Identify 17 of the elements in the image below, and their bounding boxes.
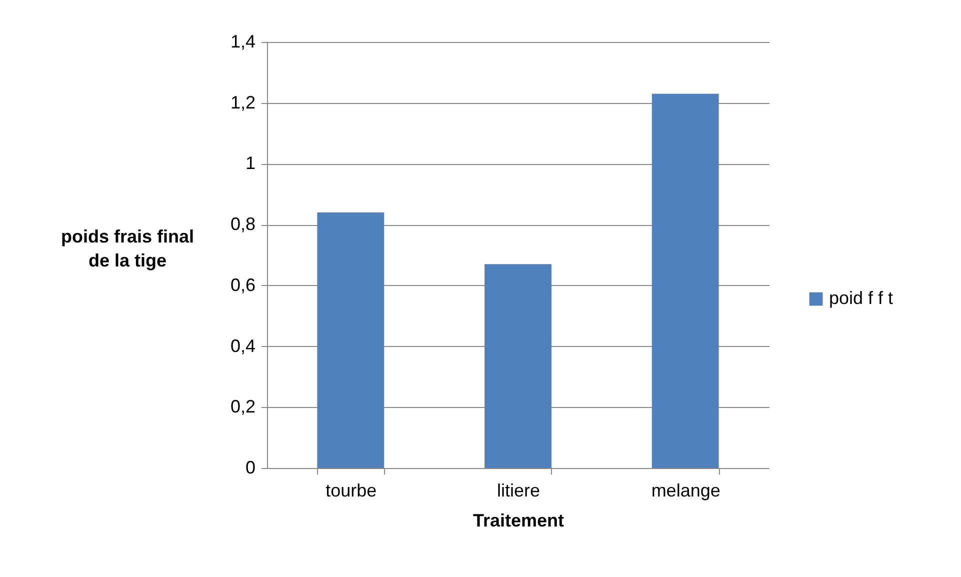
- y-tick-label: 1: [245, 153, 256, 174]
- x-tick-label: melange: [651, 480, 720, 500]
- y-tick-label: 1,4: [230, 32, 256, 52]
- legend-label: poid f f t: [829, 288, 894, 308]
- y-tick-label: 0: [245, 458, 256, 478]
- x-tick-label: litiere: [496, 480, 540, 500]
- x-tick-label: tourbe: [326, 480, 377, 500]
- bar: [484, 264, 552, 468]
- y-tick-label: 1,2: [230, 92, 256, 112]
- y-tick-label: 0,8: [230, 214, 256, 234]
- y-tick-label: 0,2: [230, 396, 256, 417]
- bar: [652, 94, 719, 468]
- y-tick-label: 0,4: [230, 336, 256, 356]
- x-axis-title: Traitement: [472, 510, 564, 530]
- y-axis-title: poids frais final de la tige: [60, 226, 194, 270]
- bar: [317, 212, 384, 468]
- y-tick-label: 0,6: [230, 274, 256, 295]
